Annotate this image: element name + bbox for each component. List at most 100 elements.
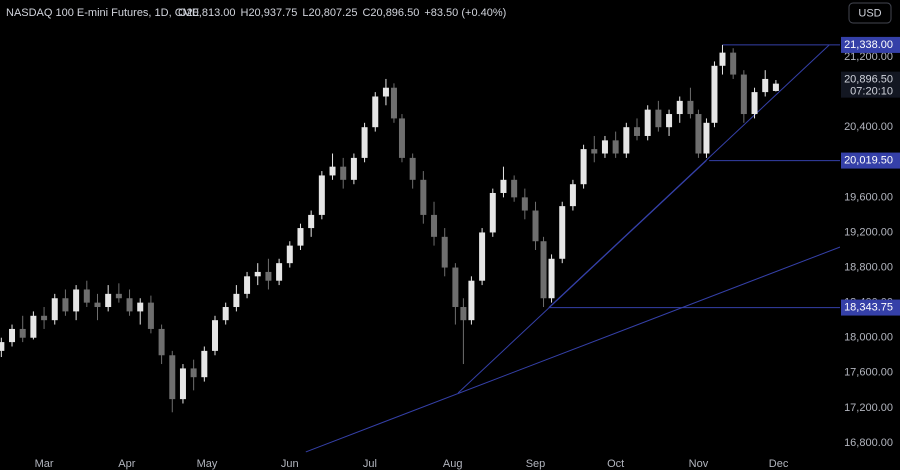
candle-body	[318, 175, 325, 215]
candle-body	[612, 140, 619, 154]
candle-body	[511, 179, 518, 198]
currency[interactable]: USD	[858, 7, 881, 19]
y-tick-label: 19,600.00	[844, 191, 893, 203]
level-label-box	[841, 299, 900, 316]
candle-body	[655, 109, 662, 128]
candle-body	[382, 87, 389, 97]
countdown: 07:20:10	[850, 86, 893, 98]
x-tick-label: May	[197, 458, 218, 470]
x-tick-label: Mar	[35, 458, 54, 470]
x-tick-label: Aug	[443, 458, 463, 470]
x-tick-label: Oct	[607, 458, 624, 470]
x-tick-label: Dec	[769, 458, 789, 470]
candle-body	[666, 114, 673, 128]
candle-body	[30, 315, 37, 338]
candle-body	[420, 179, 427, 215]
y-tick-label: 16,800.00	[844, 437, 893, 449]
header: NASDAQ 100 E-mini Futures, 1D, CME O20,8…	[6, 7, 506, 19]
trendline	[548, 44, 830, 308]
candle-body	[201, 350, 208, 378]
ohlc-label: L20,807.25	[302, 7, 357, 19]
y-tick-label: 17,600.00	[844, 367, 893, 379]
candle-body	[452, 267, 459, 308]
ohlc-label: +83.50 (+0.40%)	[424, 7, 506, 19]
candle-body	[772, 83, 779, 91]
candle-body	[372, 96, 379, 128]
level-label-box	[841, 36, 900, 53]
price-axis: 16,800.0017,200.0017,600.0018,000.0018,4…	[35, 36, 900, 470]
level-label-box	[841, 152, 900, 169]
candle-body	[297, 228, 304, 246]
candle-body	[634, 127, 641, 136]
candle-body	[83, 289, 90, 303]
candle-body	[190, 368, 197, 378]
y-tick-label: 20,400.00	[844, 121, 893, 133]
candle-body	[441, 236, 448, 268]
candle-body	[105, 293, 112, 308]
candle-body	[233, 293, 240, 308]
x-tick-label: Apr	[118, 458, 135, 470]
candle-body	[431, 214, 438, 237]
candle-body	[126, 298, 133, 312]
candle-body	[254, 271, 261, 277]
candle-body	[711, 65, 718, 123]
y-tick-label: 17,200.00	[844, 402, 893, 414]
y-tick-label: 19,200.00	[844, 226, 893, 238]
candle-body	[548, 258, 555, 299]
last-price-label: 20,896.50	[844, 74, 893, 86]
level-label: 20,019.50	[844, 154, 893, 166]
x-tick-label: Nov	[689, 458, 709, 470]
plot-area	[0, 44, 840, 453]
candle-body	[468, 280, 475, 321]
x-tick-label: Jun	[281, 458, 299, 470]
y-tick-label: 21,200.00	[844, 51, 893, 63]
candle-body	[158, 328, 165, 356]
candle-body	[489, 192, 496, 233]
candle-body	[687, 100, 694, 115]
candle-body	[532, 210, 539, 242]
ohlc-label: H20,937.75	[241, 7, 298, 19]
candle-body	[212, 320, 219, 351]
candle-body	[580, 149, 587, 185]
candle-body	[62, 298, 69, 312]
candle-body	[308, 214, 315, 229]
candle-body	[500, 179, 507, 193]
candle-body	[137, 302, 144, 312]
candle-body	[703, 122, 710, 154]
candle-body	[601, 140, 608, 154]
candle-body	[479, 232, 486, 281]
candle-body	[19, 328, 26, 338]
currency-button[interactable]	[848, 2, 892, 24]
ohlc-label: C20,896.50	[362, 7, 419, 19]
level-label: 18,343.75	[844, 301, 893, 313]
candle-body	[719, 52, 726, 66]
candle-body	[51, 298, 58, 321]
candle-body	[676, 100, 683, 115]
candle-body	[350, 157, 357, 180]
ohlc-label: O20,813.00	[178, 7, 236, 19]
candle-body	[115, 293, 122, 299]
candle-body	[751, 92, 758, 115]
candle-body	[390, 87, 397, 119]
candle-body	[286, 245, 293, 264]
candle-body	[762, 78, 769, 93]
candle-body	[460, 307, 467, 321]
candle-body	[623, 127, 630, 154]
y-tick-label: 18,800.00	[844, 261, 893, 273]
trendline	[305, 246, 840, 453]
candle-body	[644, 109, 651, 136]
candle-body	[265, 271, 272, 281]
level-label: 21,338.00	[844, 39, 893, 51]
candle-body	[559, 206, 566, 259]
last-price-box	[841, 71, 900, 98]
candle-body	[147, 302, 154, 329]
candle-body	[9, 328, 16, 343]
candle-body	[540, 241, 547, 299]
candle-body	[73, 289, 80, 312]
candle-body	[695, 114, 702, 154]
candle-body	[244, 276, 251, 294]
candle-body	[0, 342, 5, 351]
candle-body	[94, 302, 101, 308]
